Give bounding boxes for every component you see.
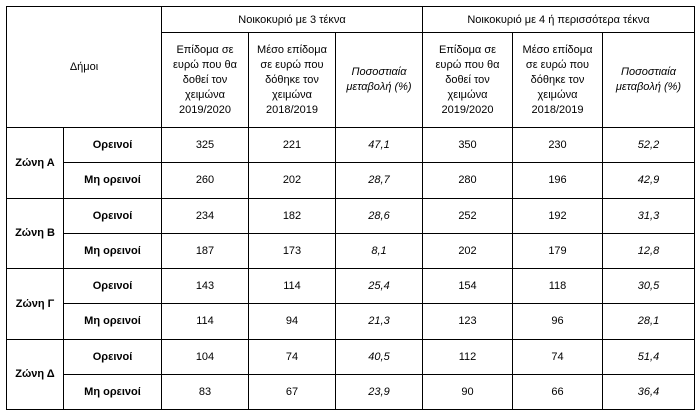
table-cell: 12,8: [601, 232, 696, 270]
group-four-plus-children-header: Νοικοκυριό με 4 ή περισσότερα τέκνα: [421, 6, 696, 33]
table-cell: 182: [248, 197, 336, 234]
table-cell: 280: [422, 162, 513, 199]
table-cell: 47,1: [335, 126, 423, 164]
table-cell: 66: [512, 373, 603, 411]
table-cell: 173: [248, 232, 336, 270]
table-cell: 23,9: [335, 373, 423, 411]
table-cell: 221: [248, 126, 336, 164]
col-percent-change: Ποσοστιαία μεταβολή (%): [335, 32, 423, 128]
area-type-label: Ορεινοί: [63, 267, 162, 305]
table-cell: 36,4: [601, 373, 696, 411]
zone-label: Ζώνη Δ: [6, 338, 64, 410]
table-row: Μη ορεινοί 83 67 23,9 90 66 36,4: [7, 373, 696, 411]
area-type-label: Ορεινοί: [63, 126, 162, 164]
zone-label: Ζώνη Α: [6, 127, 64, 199]
table-cell: 74: [512, 338, 603, 375]
col-percent-change: Ποσοστιαία μεταβολή (%): [601, 32, 696, 128]
table-cell: 179: [512, 232, 603, 270]
table-cell: 8,1: [335, 232, 423, 270]
zone-label: Ζώνη Β: [6, 197, 64, 269]
table-cell: 234: [161, 197, 249, 234]
table-cell: 230: [512, 126, 603, 164]
table-cell: 143: [161, 267, 249, 305]
table-cell: 260: [161, 162, 249, 199]
table-row: Μη ορεινοί 260 202 28,7 280 196 42,9: [7, 162, 696, 199]
group-three-children-header: Νοικοκυριό με 3 τέκνα: [161, 6, 423, 33]
table-cell: 104: [161, 338, 249, 375]
table-cell: 30,5: [601, 267, 696, 305]
zone-label: Ζώνη Γ: [6, 268, 64, 340]
col-avg-allowance-2018-2019: Μέσο επίδομα σε ευρώ που δόθηκε τον χειμ…: [512, 32, 603, 128]
table-cell: 114: [161, 303, 249, 340]
table-cell: 325: [161, 126, 249, 164]
table-cell: 202: [248, 162, 336, 199]
table-row: Μη ορεινοί 114 94 21,3 123 96 28,1: [7, 303, 696, 340]
table-cell: 154: [422, 267, 513, 305]
area-type-label: Μη ορεινοί: [63, 232, 162, 270]
heating-allowance-table: Δήμοι Νοικοκυριό με 3 τέκνα Νοικοκυριό μ…: [6, 6, 696, 411]
area-type-label: Μη ορεινοί: [63, 162, 162, 199]
table-row: Ζώνη Δ Ορεινοί 104 74 40,5 112 74 51,4: [6, 338, 696, 410]
table-cell: 350: [422, 126, 513, 164]
table-cell: 118: [512, 267, 603, 305]
table-cell: 28,1: [601, 303, 696, 340]
col-allowance-2019-2020: Επίδομα σε ευρώ που θα δοθεί τον χειμώνα…: [422, 32, 513, 128]
table-cell: 52,2: [601, 126, 696, 164]
table-cell: 202: [422, 232, 513, 270]
area-type-label: Μη ορεινοί: [63, 373, 162, 411]
table-row: Ζώνη Γ Ορεινοί 143 114 25,4 154 118 30,5: [6, 267, 696, 340]
table-cell: 96: [512, 303, 603, 340]
table-cell: 51,4: [601, 338, 696, 375]
area-type-label: Ορεινοί: [63, 197, 162, 234]
table-cell: 83: [161, 373, 249, 411]
municipalities-header: Δήμοι: [6, 6, 162, 128]
table-cell: 94: [248, 303, 336, 340]
table-row: Μη ορεινοί 187 173 8,1 202 179 12,8: [7, 232, 696, 270]
area-type-label: Μη ορεινοί: [63, 303, 162, 340]
table-cell: 31,3: [601, 197, 696, 234]
table-cell: 252: [422, 197, 513, 234]
table-cell: 42,9: [601, 162, 696, 199]
table-cell: 67: [248, 373, 336, 411]
table-cell: 28,6: [335, 197, 423, 234]
table-cell: 192: [512, 197, 603, 234]
table-row: Ζώνη Β Ορεινοί 234 182 28,6 252 192 31,3: [6, 197, 696, 269]
table-cell: 28,7: [335, 162, 423, 199]
table-cell: 123: [422, 303, 513, 340]
table-cell: 187: [161, 232, 249, 270]
area-type-label: Ορεινοί: [63, 338, 162, 375]
table-cell: 74: [248, 338, 336, 375]
table-cell: 196: [512, 162, 603, 199]
table-cell: 112: [422, 338, 513, 375]
table-cell: 90: [422, 373, 513, 411]
table-cell: 21,3: [335, 303, 423, 340]
table-cell: 114: [248, 267, 336, 305]
col-avg-allowance-2018-2019: Μέσο επίδομα σε ευρώ που δόθηκε τον χειμ…: [248, 32, 336, 128]
table-cell: 40,5: [335, 338, 423, 375]
col-allowance-2019-2020: Επίδομα σε ευρώ που θα δοθεί τον χειμώνα…: [161, 32, 249, 128]
table-cell: 25,4: [335, 267, 423, 305]
table-row: Ζώνη Α Ορεινοί 325 221 47,1 350 230 52,2: [6, 126, 696, 199]
